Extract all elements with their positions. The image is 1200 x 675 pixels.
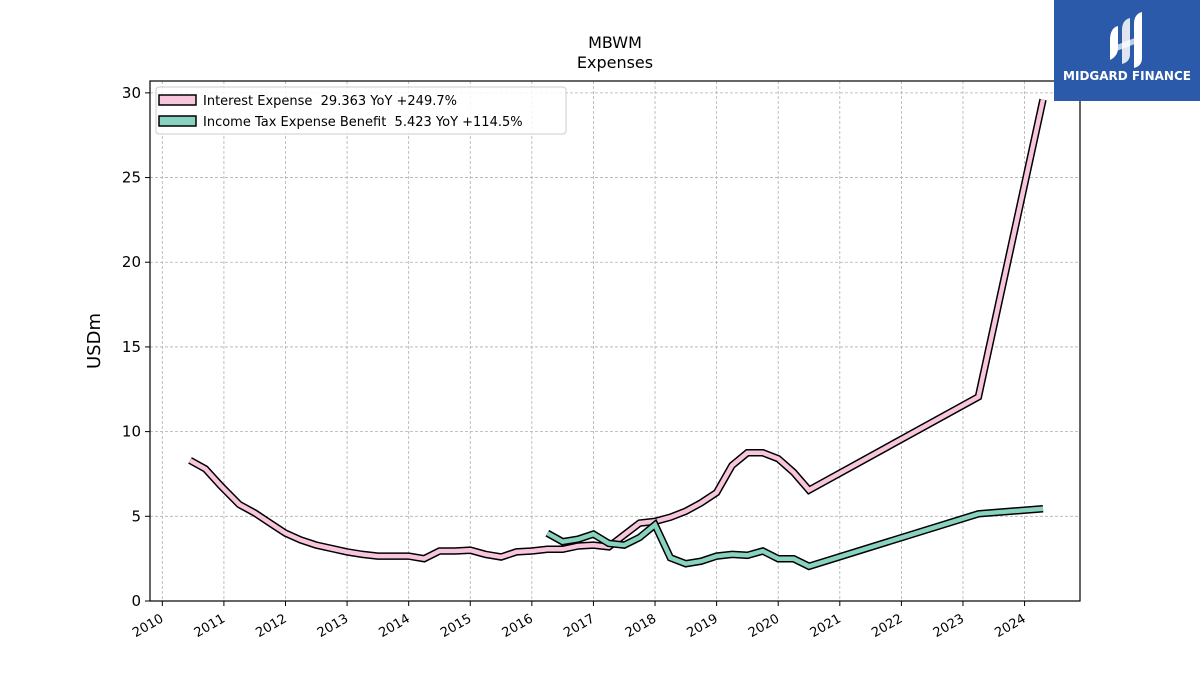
y-tick-label: 25	[122, 169, 141, 187]
legend-swatch-0	[158, 94, 197, 106]
y-axis-label: USDm	[84, 313, 105, 369]
axes: 2010 2011 2012 2013 2014 2015 2016 2017 2018 2019…	[122, 84, 1029, 641]
y-tick-label: 5	[131, 507, 141, 525]
y-tick-label: 20	[122, 253, 141, 271]
x-tick-label: 2016	[500, 611, 536, 641]
x-tick-label: 2018	[623, 611, 659, 641]
x-tick-label: 2013	[315, 611, 351, 641]
series-line-1	[546, 506, 1044, 569]
legend-label-0: Interest Expense 29.363 YoY +249.7%	[203, 94, 457, 109]
chart-subtitle: Expenses	[577, 53, 653, 72]
y-tick-label: 0	[131, 592, 141, 610]
legend: Interest Expense 29.363 YoY +249.7% Incom…	[155, 86, 567, 135]
x-tick-label: 2019	[684, 611, 720, 641]
x-tick-label: 2020	[746, 611, 782, 641]
x-tick-label: 2011	[192, 611, 228, 641]
plot-frame	[149, 80, 1081, 602]
plot-area	[188, 98, 1047, 571]
legend-swatch-1	[158, 115, 197, 127]
chart-title: MBWM	[588, 33, 642, 52]
x-tick-label: 2022	[869, 611, 905, 641]
midgard-finance-logo: MIDGARD FINANCE	[1054, 0, 1200, 101]
x-tick-label: 2023	[931, 611, 967, 641]
y-tick-label: 15	[122, 338, 141, 356]
y-tick-label: 10	[122, 423, 141, 441]
x-tick-label: 2014	[377, 611, 413, 641]
y-tick-label: 30	[122, 84, 141, 102]
x-tick-label: 2024	[992, 611, 1028, 641]
series-outline-0	[188, 98, 1047, 563]
x-tick-label: 2021	[808, 611, 844, 641]
legend-label-1: Income Tax Expense Benefit 5.423 YoY +11…	[203, 115, 523, 130]
series-line-0	[188, 99, 1046, 562]
x-tick-label: 2012	[253, 611, 289, 641]
brand-name: MIDGARD FINANCE	[1063, 69, 1191, 83]
x-tick-label: 2010	[130, 611, 166, 641]
x-tick-label: 2017	[561, 611, 597, 641]
x-tick-label: 2015	[438, 611, 474, 641]
legend-box	[155, 86, 567, 135]
brand-mark-icon	[1110, 12, 1142, 68]
